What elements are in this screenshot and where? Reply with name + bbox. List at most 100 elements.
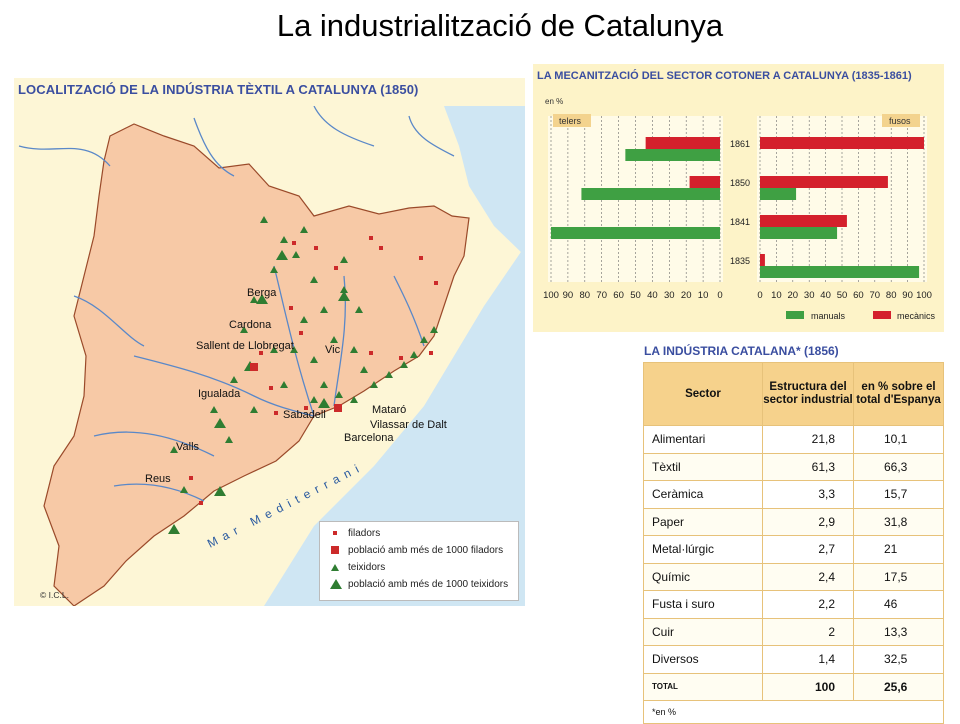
structure-cell: 2,2 — [762, 590, 854, 619]
legend-label: població amb més de 1000 filadors — [348, 544, 504, 556]
x-tick-right: 80 — [886, 290, 897, 301]
cotton-chart-panel: LA MECANITZACIÓ DEL SECTOR COTONER A CAT… — [533, 64, 944, 332]
legend-label: filadors — [348, 527, 381, 539]
table-row: Metal·lúrgic 2,7 21 — [643, 535, 944, 564]
legend-label: teixidors — [348, 561, 386, 573]
header-structure: Estructura del sector industrial — [762, 362, 854, 426]
structure-cell: 61,3 — [762, 452, 854, 481]
right-panel-tag-bg — [882, 114, 920, 127]
x-tick-left: 70 — [596, 290, 607, 301]
legend-label-manuals: manuals — [811, 311, 846, 321]
x-tick-right: 70 — [870, 290, 881, 301]
spain-share-cell: 13,3 — [853, 617, 944, 646]
table-row: Alimentari 21,8 10,1 — [643, 425, 944, 454]
legend-row-weavers: teixidors — [330, 560, 385, 574]
bar-fusos-mecanics — [760, 137, 924, 149]
cotton-chart-heading: LA MECANITZACIÓ DEL SECTOR COTONER A CAT… — [537, 70, 912, 82]
weaver-markers — [170, 216, 438, 493]
town-label-sabadell: Sabadell — [283, 409, 326, 421]
x-tick-right: 40 — [820, 290, 831, 301]
x-tick-left: 0 — [717, 290, 722, 301]
sea-area — [264, 246, 525, 606]
left-panel-label: telers — [559, 116, 582, 126]
rivers — [18, 106, 455, 502]
table-total-row: TOTAL 100 25,6 — [643, 672, 944, 701]
legend-label-mecanics: mecànics — [897, 311, 936, 321]
bar-fusos-manuals — [760, 266, 920, 278]
map-heading: LOCALITZACIÓ DE LA INDÚSTRIA TÈXTIL A CA… — [18, 82, 419, 97]
unit-label: en % — [545, 97, 563, 106]
sector-cell: Diversos — [643, 645, 763, 674]
table-row: Tèxtil 61,3 66,3 — [643, 452, 944, 481]
map-copyright: © I.C.L. — [40, 590, 69, 600]
header-spain: en % sobre el total d'Espanya — [853, 362, 944, 426]
legend-row-large-spinners: població amb més de 1000 filadors — [330, 543, 503, 557]
table-row: Cuir 2 13,3 — [643, 617, 944, 646]
x-tick-left: 60 — [613, 290, 624, 301]
sector-cell: Metal·lúrgic — [643, 535, 763, 564]
industry-table: Sector Estructura del sector industrial … — [643, 362, 944, 724]
town-label-berga: Berga — [247, 287, 277, 299]
bar-telers-manuals — [551, 227, 720, 239]
structure-cell: 1,4 — [762, 645, 854, 674]
year-label: 1861 — [730, 139, 750, 149]
map-legend: filadors població amb més de 1000 filado… — [319, 521, 519, 601]
sector-cell: Paper — [643, 507, 763, 536]
structure-cell: 2,4 — [762, 562, 854, 591]
town-label-cardona: Cardona — [229, 319, 272, 331]
year-label: 1835 — [730, 256, 750, 266]
x-tick-left: 30 — [664, 290, 675, 301]
legend-label: població amb més de 1000 teixidors — [348, 578, 509, 590]
structure-cell: 2,7 — [762, 535, 854, 564]
table-row: Diversos 1,4 32,5 — [643, 645, 944, 674]
x-tick-right: 60 — [853, 290, 864, 301]
bar-fusos-mecanics — [760, 254, 765, 266]
sector-cell: Tèxtil — [643, 452, 763, 481]
x-tick-left: 10 — [698, 290, 709, 301]
left-panel-tag-bg — [553, 114, 591, 127]
town-label-vic: Vic — [325, 344, 341, 356]
x-tick-left: 90 — [563, 290, 574, 301]
town-label-sallent: Sallent de Llobregat — [196, 340, 294, 352]
large-triangle-icon — [330, 579, 342, 589]
town-labels: Berga Cardona Sallent de Llobregat Vic I… — [145, 287, 447, 485]
table-row: Fusta i suro 2,2 46 — [643, 590, 944, 619]
header-sector: Sector — [643, 362, 763, 426]
right-panel-label: fusos — [889, 116, 911, 126]
table-row: Paper 2,9 31,8 — [643, 507, 944, 536]
year-label: 1850 — [730, 178, 750, 188]
bar-telers-mecanics — [689, 176, 720, 188]
bar-telers-manuals — [581, 188, 720, 200]
x-tick-left: 80 — [580, 290, 591, 301]
sector-cell: Alimentari — [643, 425, 763, 454]
town-label-barcelona: Barcelona — [344, 432, 394, 444]
sector-cell: Fusta i suro — [643, 590, 763, 619]
bar-fusos-mecanics — [760, 176, 888, 188]
legend-row-spinners: filadors — [330, 526, 380, 540]
x-tick-right: 30 — [804, 290, 815, 301]
textile-map-panel: LOCALITZACIÓ DE LA INDÚSTRIA TÈXTIL A CA… — [14, 78, 525, 606]
spinner-large-markers — [250, 363, 342, 412]
x-tick-right: 10 — [771, 290, 782, 301]
bar-telers-manuals — [625, 149, 720, 161]
x-tick-left: 40 — [647, 290, 658, 301]
spinner-markers — [189, 236, 438, 505]
table-row: Químic 2,4 17,5 — [643, 562, 944, 591]
legend-swatch-manuals — [786, 311, 804, 319]
sector-cell: Cuir — [643, 617, 763, 646]
spain-share-cell: 21 — [853, 535, 944, 564]
x-tick-right: 90 — [902, 290, 913, 301]
x-tick-right: 100 — [916, 290, 932, 301]
sector-cell: Ceràmica — [643, 480, 763, 509]
bar-fusos-manuals — [760, 227, 838, 239]
spain-share-cell: 25,6 — [853, 672, 944, 701]
town-label-valls: Valls — [176, 441, 200, 453]
table-note: *en % — [643, 700, 944, 724]
town-label-reus: Reus — [145, 473, 171, 485]
table-row: Ceràmica 3,3 15,7 — [643, 480, 944, 509]
legend-swatch-mecanics — [873, 311, 891, 319]
small-triangle-icon — [331, 563, 339, 571]
page-title: La industrialització de Catalunya — [276, 8, 724, 43]
structure-cell: 21,8 — [762, 425, 854, 454]
